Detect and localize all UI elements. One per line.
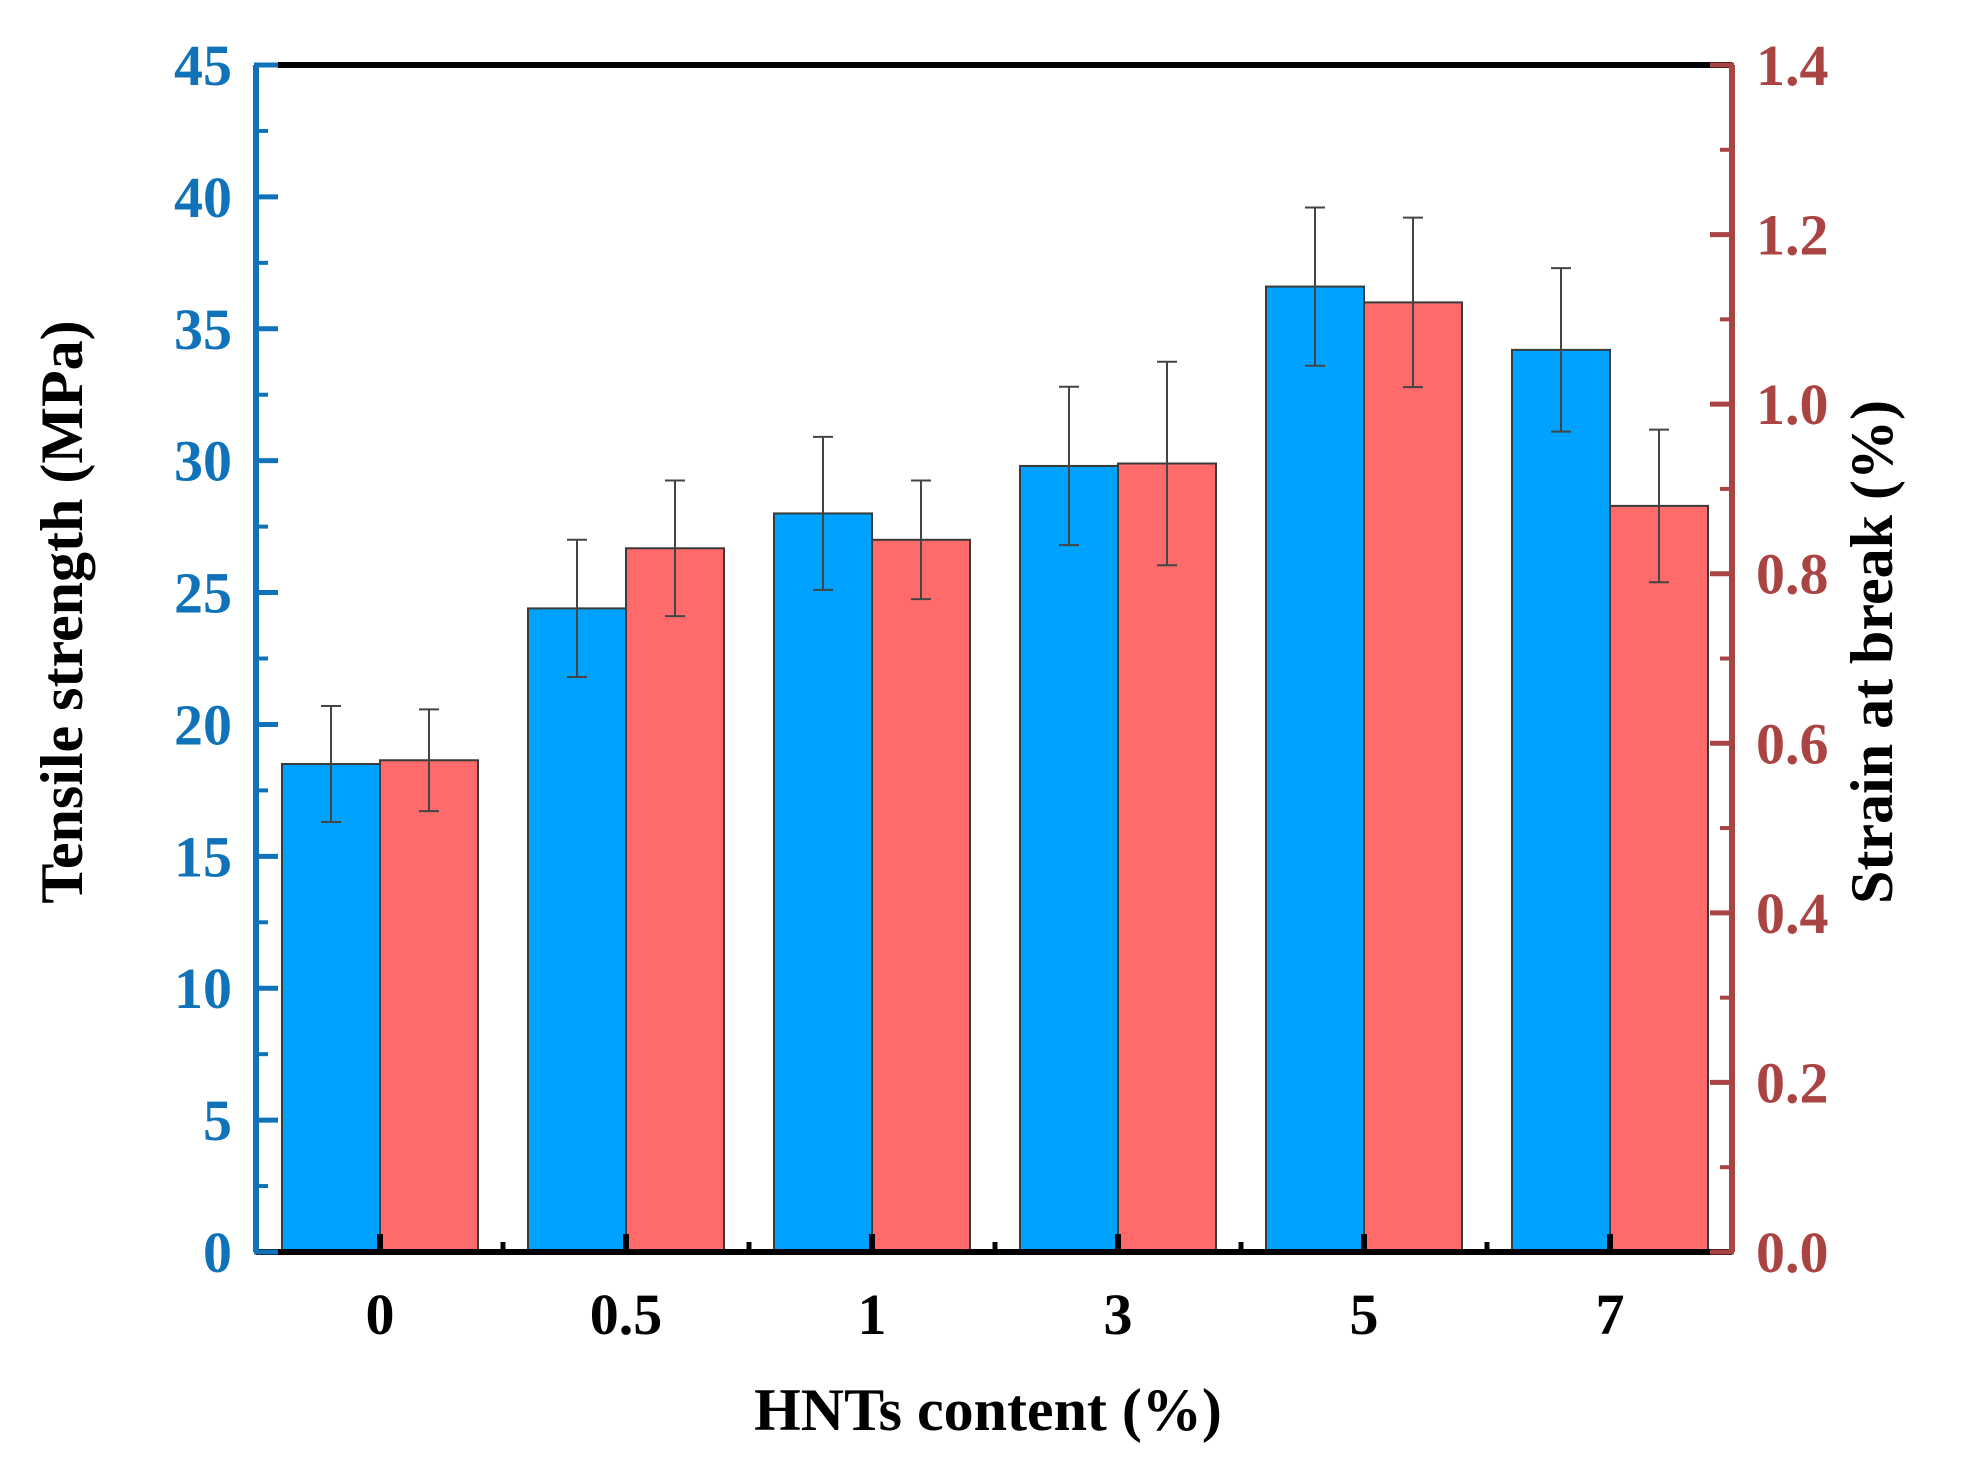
bar-tensile-5 — [1265, 285, 1365, 1254]
y-left-tick-label: 10 — [174, 956, 232, 1021]
bar-tensile-0.5 — [527, 607, 627, 1253]
y-left-tick-label: 20 — [174, 692, 232, 757]
bar-strain-5 — [1363, 301, 1463, 1253]
y-right-axis-title: Strain at break (%) — [1839, 400, 1905, 904]
y-right-tick-label: 0.4 — [1756, 881, 1829, 946]
bar-tensile-1 — [773, 512, 873, 1253]
x-tick-label-7: 7 — [1596, 1282, 1625, 1347]
error-bars-layer — [321, 206, 1669, 824]
y-right-tick-label: 0.6 — [1756, 711, 1829, 776]
y-right-tick-label: 0.0 — [1756, 1220, 1829, 1285]
bars-layer — [281, 285, 1709, 1254]
y-left-axis-title: Tensile strength (MPa) — [29, 320, 95, 903]
bar-strain-1 — [871, 538, 971, 1253]
y-right-tick-label: 0.2 — [1756, 1050, 1829, 1115]
y-left-tick-label: 30 — [174, 429, 232, 494]
bar-strain-3 — [1117, 462, 1217, 1253]
y-left-tick-label: 0 — [203, 1220, 232, 1285]
bar-tensile-3 — [1019, 464, 1119, 1254]
y-left-tick-label: 25 — [174, 561, 232, 626]
x-tick-label-3: 3 — [1104, 1282, 1133, 1347]
x-tick-label-5: 5 — [1350, 1282, 1379, 1347]
y-left-tick-label: 45 — [174, 33, 232, 98]
y-right-tick-label: 1.4 — [1756, 33, 1829, 98]
y-right-tick-label: 1.0 — [1756, 372, 1829, 437]
x-tick-label-0.5: 0.5 — [590, 1282, 663, 1347]
y-right-tick-label: 1.2 — [1756, 203, 1829, 268]
y-right-tick-label: 0.8 — [1756, 542, 1829, 607]
bar-tensile-0 — [281, 763, 381, 1253]
labels-layer: HNTs content (%) Tensile strength (MPa) … — [29, 320, 1905, 1443]
y-left-tick-label: 15 — [174, 824, 232, 889]
axes-layer: 0 0.5 1 3 5 70510152025303540450.00.20.40.60.… — [174, 33, 1829, 1347]
bar-strain-0.5 — [625, 547, 725, 1253]
x-tick-label-0: 0 — [366, 1282, 395, 1347]
bar-strain-7 — [1609, 504, 1709, 1253]
bar-strain-0 — [379, 759, 479, 1253]
bar-tensile-7 — [1511, 348, 1611, 1253]
x-tick-label-1: 1 — [858, 1282, 887, 1347]
y-left-tick-label: 5 — [203, 1088, 232, 1153]
y-left-tick-label: 40 — [174, 165, 232, 230]
x-axis-title: HNTs content (%) — [754, 1377, 1222, 1443]
y-left-tick-label: 35 — [174, 297, 232, 362]
